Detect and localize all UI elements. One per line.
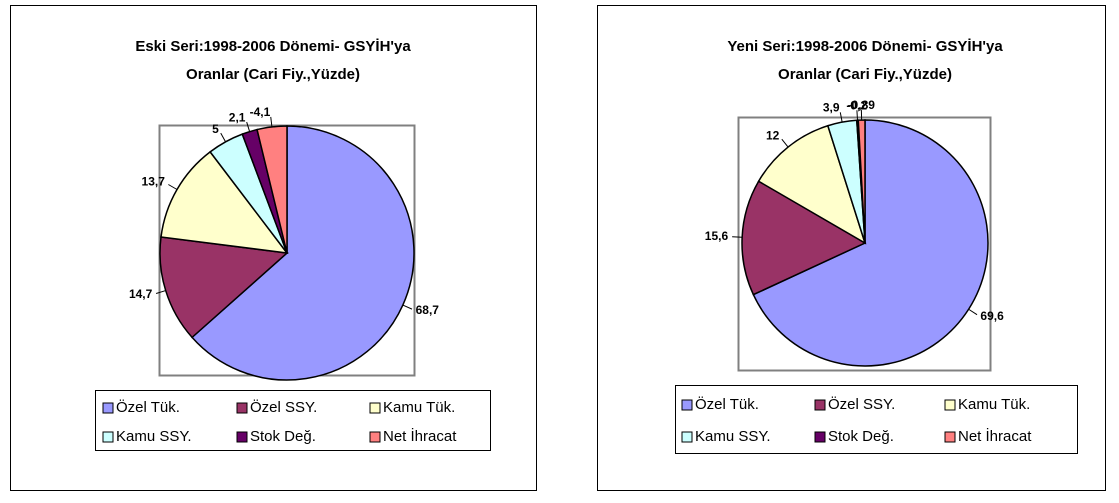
legend-label: Stok Değ. xyxy=(250,428,316,445)
legend-label: Kamu Tük. xyxy=(958,396,1030,413)
legend-swatch xyxy=(815,400,825,410)
data-label: 2,1 xyxy=(229,110,246,124)
legend-label: Net İhracat xyxy=(958,427,1032,445)
legend-label: Özel SSY. xyxy=(250,398,317,416)
chart-title: Yeni Seri:1998-2006 Dönemi- GSYİH'ya xyxy=(727,38,1003,55)
legend-label: Kamu SSY. xyxy=(116,428,192,445)
data-label: 15,6 xyxy=(705,229,729,243)
legend-swatch xyxy=(103,403,113,413)
chart-title: Oranlar (Cari Fiy.,Yüzde) xyxy=(778,66,952,83)
chart-title: Eski Seri:1998-2006 Dönemi- GSYİH'ya xyxy=(135,38,411,55)
legend-swatch xyxy=(237,403,247,413)
legend-swatch xyxy=(815,432,825,442)
legend-label: Net İhracat xyxy=(383,427,457,445)
legend-swatch xyxy=(945,400,955,410)
legend-swatch xyxy=(945,432,955,442)
legend-label: Stok Değ. xyxy=(828,428,894,445)
data-label: -0,89 xyxy=(848,98,876,112)
data-label: 69,6 xyxy=(980,309,1004,323)
legend-label: Özel Tük. xyxy=(695,395,759,413)
legend-swatch xyxy=(237,432,247,442)
legend-label: Özel SSY. xyxy=(828,395,895,413)
data-label: 5 xyxy=(212,122,219,136)
data-label: 3,9 xyxy=(823,101,840,115)
chart-title: Oranlar (Cari Fiy.,Yüzde) xyxy=(186,66,360,83)
data-label: -4,1 xyxy=(250,105,271,119)
data-label: 12 xyxy=(766,128,780,142)
data-label: 68,7 xyxy=(416,303,440,317)
legend-label: Kamu SSY. xyxy=(695,428,771,445)
legend-label: Özel Tük. xyxy=(116,398,180,416)
legend-swatch xyxy=(682,400,692,410)
data-label: 14,7 xyxy=(129,287,153,301)
legend-swatch xyxy=(370,432,380,442)
legend-swatch xyxy=(103,432,113,442)
data-label: 13,7 xyxy=(142,175,166,189)
legend-label: Kamu Tük. xyxy=(383,399,455,416)
legend-swatch xyxy=(682,432,692,442)
legend-swatch xyxy=(370,403,380,413)
